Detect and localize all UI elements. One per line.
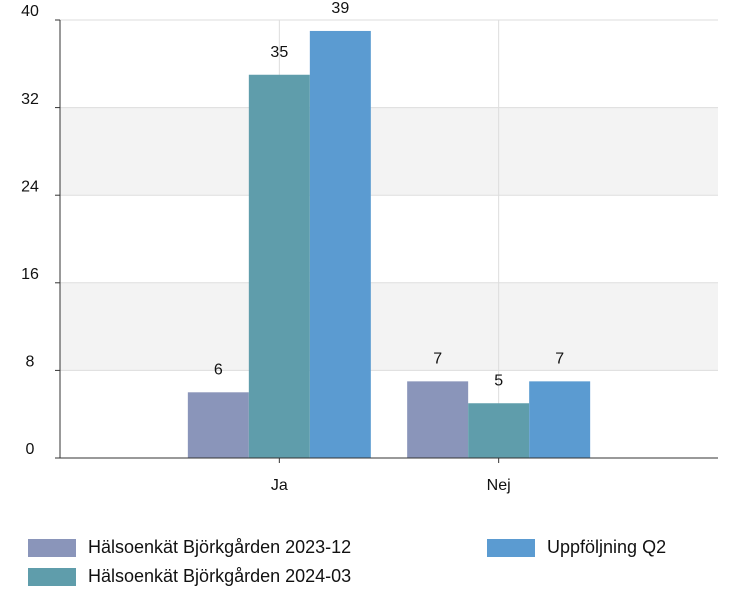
- legend-swatch: [28, 568, 76, 586]
- bar: [468, 403, 530, 458]
- grid-band: [60, 107, 718, 196]
- data-label: 6: [214, 362, 223, 379]
- y-tick-label: 24: [21, 178, 39, 195]
- bar: [187, 392, 249, 458]
- bar: [529, 381, 591, 458]
- x-tick-label: Ja: [271, 477, 288, 494]
- bar: [248, 74, 310, 458]
- data-label: 35: [270, 44, 288, 61]
- legend-swatch: [28, 539, 76, 557]
- data-label: 5: [494, 372, 503, 389]
- y-tick-label: 32: [21, 91, 39, 108]
- grid-band: [60, 282, 718, 371]
- data-label: 7: [433, 351, 442, 368]
- legend-label: Uppföljning Q2: [547, 537, 666, 557]
- y-tick-label: 16: [21, 266, 39, 283]
- y-tick-label: 0: [26, 441, 35, 458]
- y-tick-label: 8: [26, 354, 35, 371]
- data-label: 7: [555, 351, 564, 368]
- legend-swatch: [487, 539, 535, 557]
- data-label: 39: [331, 0, 349, 17]
- bar: [407, 381, 469, 458]
- bar: [309, 30, 371, 458]
- x-tick-label: Nej: [487, 477, 511, 494]
- legend-label: Hälsoenkät Björkgården 2024-03: [88, 566, 351, 586]
- y-tick-label: 40: [21, 3, 39, 20]
- legend-label: Hälsoenkät Björkgården 2023-12: [88, 537, 351, 557]
